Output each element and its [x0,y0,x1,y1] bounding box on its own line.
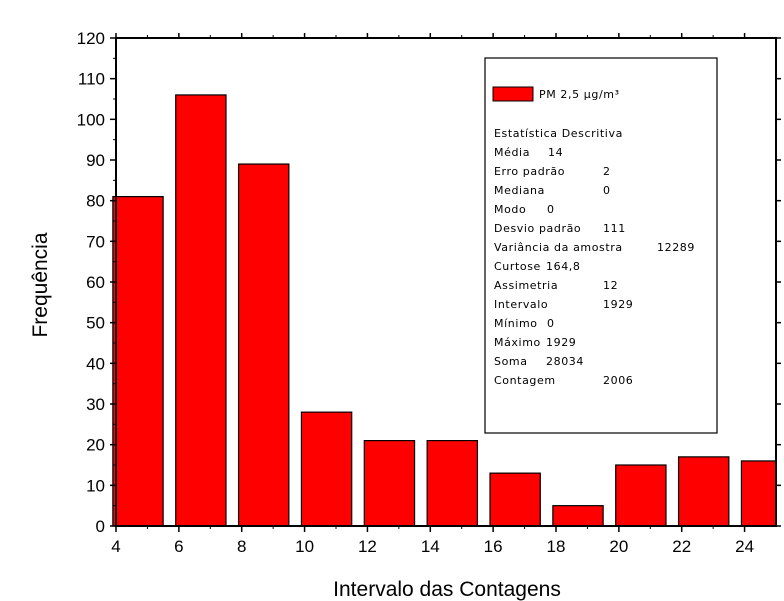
legend-stat-value: 0 [603,184,611,197]
x-tick-label: 14 [421,537,440,556]
bar-10 [300,411,353,527]
y-tick-label: 30 [86,395,105,414]
legend-series-label: PM 2,5 µg/m³ [539,88,620,101]
x-tick-label: 22 [672,537,691,556]
y-tick-label: 60 [86,273,105,292]
y-tick-label: 90 [86,151,105,170]
y-tick-label: 100 [77,110,105,129]
y-tick-label: 10 [86,476,105,495]
y-tick-label: 80 [86,192,105,211]
legend-stat-value: 0 [547,203,555,216]
bar-18 [552,505,604,527]
legend-stat-value: 2006 [603,374,633,387]
legend-stat-label: Máximo [494,336,541,349]
plot-frame [115,37,777,527]
y-tick-label: 50 [86,314,105,333]
legend-stat-value: 28034 [546,355,584,368]
y-tick-label: 70 [86,232,105,251]
bar-8 [237,163,290,527]
x-tick-label: 8 [237,537,246,556]
x-tick-label: 4 [111,537,120,556]
bars-group [112,94,777,527]
y-tick-label: 20 [86,436,105,455]
bar-6 [175,94,227,527]
bar-12 [363,440,416,527]
x-tick-label: 24 [735,537,754,556]
legend-stat-label: Curtose [494,260,541,273]
legend-stat-value: 111 [603,222,626,235]
y-axis-label: Frequência [29,232,52,337]
legend-swatch [492,86,534,102]
legend-stat-value: 2 [603,165,611,178]
y-tick-label: 0 [96,517,105,536]
x-tick-label: 10 [295,537,314,556]
legend-frame [484,57,718,434]
y-tick-label: 40 [86,354,105,373]
x-tick-label: 18 [547,537,566,556]
bar-20 [615,464,667,527]
legend-stat-label: Mediana [494,184,545,197]
y-tick-label: 110 [78,70,105,89]
bar-24 [740,460,777,527]
legend-stat-value: 14 [548,146,563,159]
legend-stat-label: Contagem [494,374,556,387]
legend-stat-label: Variância da amostra [494,241,623,254]
legend-stat-label: Intervalo [494,298,548,311]
x-tick-label: 12 [358,537,377,556]
bar-14 [426,440,479,527]
legend-box: PM 2,5 µg/m³ Estatística Descritiva Médi… [484,57,718,434]
legend-stats-title: Estatística Descritiva [494,127,623,140]
x-axis-label: Intervalo das Contagens [333,578,561,601]
legend-stat-label: Erro padrão [494,165,565,178]
x-tick-label: 6 [174,537,183,556]
legend-stat-label: Desvio padrão [494,222,581,235]
legend-stat-value: 0 [547,317,555,330]
legend-stat-label: Mínimo [494,317,538,330]
legend-stat-value: 12289 [657,241,695,254]
legend-stat-label: Assimetria [494,279,558,292]
bar-16 [489,472,541,527]
x-tick-label: 16 [484,537,503,556]
legend-stat-label: Modo [494,203,526,216]
legend-stat-value: 1929 [546,336,576,349]
legend-stat-value: 164,8 [546,260,581,273]
legend-stat-label: Média [494,146,530,159]
y-tick-label: 120 [77,29,105,48]
x-tick-label: 20 [609,537,628,556]
bar-4 [112,196,164,527]
legend-stat-value: 12 [603,279,618,292]
bar-22 [677,456,730,527]
legend-stat-value: 1929 [603,298,633,311]
legend-stat-label: Soma [494,355,528,368]
